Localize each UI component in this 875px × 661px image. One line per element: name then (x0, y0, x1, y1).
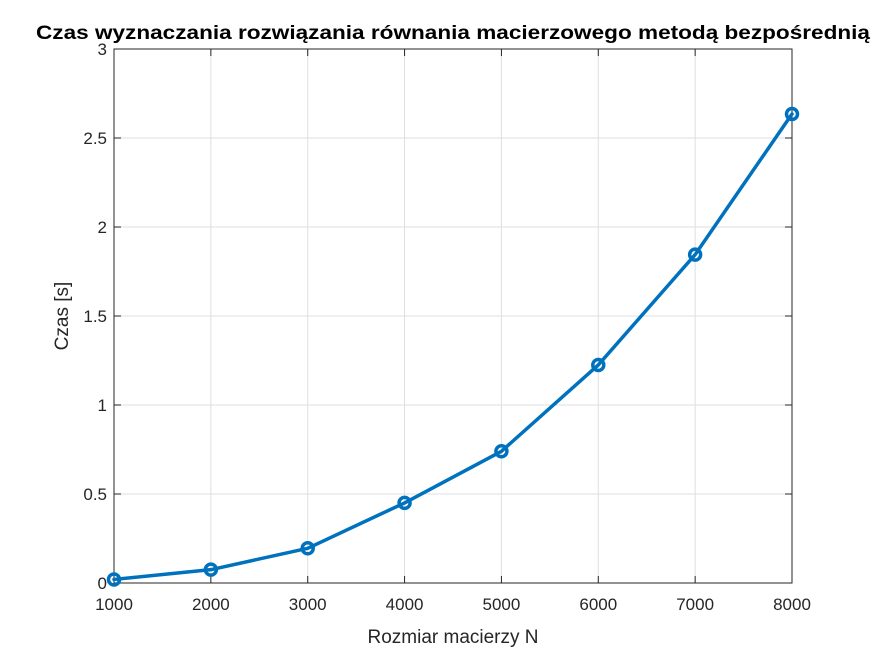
x-tick-label: 5000 (483, 595, 521, 614)
data-point-marker (203, 562, 219, 577)
y-tick-label: 0.5 (83, 485, 107, 504)
y-tick-label: 2.5 (83, 129, 107, 148)
data-point-marker (106, 572, 122, 587)
series-line (112, 112, 794, 582)
data-point-marker (784, 106, 800, 122)
data-point-marker (494, 444, 509, 459)
ticks: 1000 2000 3000 4000 5000 6000 7000 8000 0 0.5 1 1.5… (83, 40, 811, 614)
y-tick-label: 1 (98, 396, 107, 415)
grid (113, 48, 793, 584)
y-tick-label: 1.5 (83, 307, 107, 326)
data-point-marker (397, 495, 412, 511)
data-point-marker (591, 357, 606, 373)
data-point-marker (687, 247, 703, 262)
x-tick-label: 8000 (773, 595, 811, 614)
x-axis-label: Rozmiar macierzy N (367, 627, 538, 648)
x-tick-label: 6000 (579, 595, 617, 614)
y-axis-label: Czas [s] (52, 282, 73, 351)
chart-title: Czas wyznaczania rozwiązania równania ma… (36, 23, 871, 44)
x-tick-label: 1000 (95, 595, 133, 614)
x-tick-label: 4000 (386, 595, 424, 614)
y-tick-label: 2 (98, 218, 107, 237)
y-tick-label: 0 (98, 574, 107, 593)
data-point-marker (300, 541, 315, 556)
x-tick-label: 7000 (676, 595, 714, 614)
x-tick-label: 2000 (192, 595, 230, 614)
series-layer (106, 106, 800, 587)
x-tick-label: 3000 (289, 595, 327, 614)
y-tick-label: 3 (98, 40, 107, 59)
